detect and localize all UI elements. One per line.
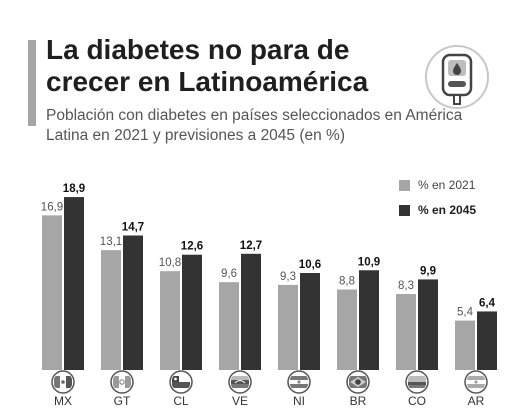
bar-co-2021 [396, 294, 416, 370]
chart-legend: % en 2021 % en 2045 [399, 175, 476, 225]
chart-title: La diabetes no para de crecer en Latinoa… [46, 34, 369, 97]
brazil-flag-icon [349, 376, 367, 388]
category-label-cl: CL [173, 394, 189, 408]
bar-ve-2045 [241, 253, 261, 370]
bar-cl-2045 [182, 254, 202, 370]
bar-br-2045 [359, 270, 379, 370]
bar-mx-2045 [64, 197, 84, 370]
bar-co-2045 [418, 279, 438, 370]
value-label-ni-2045: 10,6 [299, 259, 321, 271]
bar-cl-2021 [160, 271, 180, 370]
value-label-ve-2045: 12,7 [240, 240, 262, 252]
bar-gt-2021 [101, 250, 121, 370]
legend-item-2021: % en 2021 [399, 175, 476, 195]
chart-subtitle: Población con diabetes en países selecci… [46, 107, 463, 144]
category-label-ar: AR [468, 394, 485, 408]
category-label-mx: MX [54, 394, 72, 408]
value-label-gt-2021: 13,1 [100, 236, 122, 248]
colombia-flag-icon [408, 376, 426, 388]
chile-flag-icon [172, 376, 190, 388]
legend-label-2021: % en 2021 [418, 178, 476, 192]
legend-swatch-2021 [399, 179, 410, 191]
bar-ni-2045 [300, 273, 320, 370]
argentina-flag-icon [467, 376, 485, 388]
category-label-ve: VE [232, 394, 248, 408]
venezuela-flag-icon [231, 376, 249, 388]
value-label-ar-2021: 5,4 [457, 307, 474, 319]
value-label-ar-2045: 6,4 [479, 297, 496, 309]
legend-swatch-2045 [399, 204, 410, 216]
legend-label-2045: % en 2045 [418, 203, 477, 217]
nicaragua-flag-icon [290, 376, 308, 388]
legend-item-2045: % en 2045 [399, 200, 476, 220]
category-label-co: CO [408, 394, 426, 408]
category-label-gt: GT [114, 394, 131, 408]
value-label-br-2021: 8,8 [339, 275, 355, 287]
bar-ni-2021 [278, 284, 298, 370]
value-label-cl-2021: 10,8 [159, 257, 181, 269]
value-label-co-2021: 8,3 [398, 280, 414, 292]
value-label-br-2045: 10,9 [358, 256, 380, 268]
value-label-mx-2021: 16,9 [41, 201, 63, 213]
value-label-co-2045: 9,9 [420, 265, 436, 277]
mexico-flag-icon [54, 376, 72, 388]
category-label-ni: NI [293, 394, 305, 408]
category-label-br: BR [350, 394, 367, 408]
bar-ar-2045 [477, 311, 497, 370]
bar-mx-2021 [42, 215, 62, 370]
value-label-gt-2045: 14,7 [122, 221, 144, 233]
value-label-ni-2021: 9,3 [280, 271, 296, 283]
value-label-cl-2045: 12,6 [181, 241, 203, 253]
title-accent-bar [28, 40, 36, 126]
value-label-ve-2021: 9,6 [221, 268, 237, 280]
glucose-meter-icon [425, 45, 489, 109]
value-label-mx-2045: 18,9 [63, 183, 85, 195]
guatemala-flag-icon [113, 376, 131, 388]
bar-gt-2045 [123, 235, 143, 370]
bar-br-2021 [337, 289, 357, 370]
bar-ar-2021 [455, 320, 475, 370]
bar-ve-2021 [219, 282, 239, 370]
